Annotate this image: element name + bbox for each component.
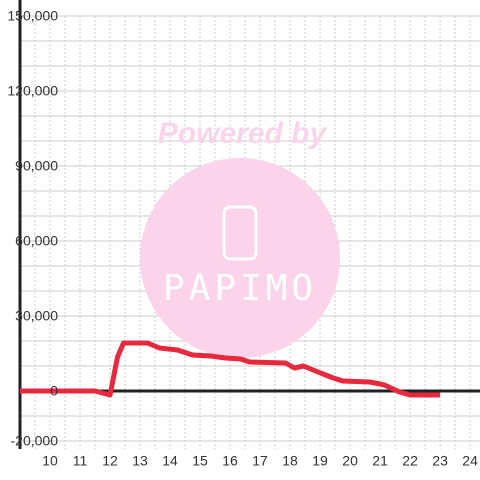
x-tick-label: 22 bbox=[402, 453, 418, 469]
watermark-brand: PAPIMO bbox=[163, 268, 317, 309]
x-tick-label: 10 bbox=[42, 453, 58, 469]
y-tick-label: 90,000 bbox=[15, 158, 58, 174]
x-tick-label: 20 bbox=[342, 453, 358, 469]
x-tick-label: 16 bbox=[222, 453, 238, 469]
x-tick-label: 13 bbox=[132, 453, 148, 469]
watermark-phone bbox=[222, 205, 258, 261]
x-tick-label: 23 bbox=[432, 453, 448, 469]
y-tick-label: -20,000 bbox=[11, 433, 59, 449]
x-tick-label: 21 bbox=[372, 453, 388, 469]
watermark-title: Powered by bbox=[158, 117, 328, 150]
y-tick-label: 120,000 bbox=[7, 83, 58, 99]
y-tick-label: 60,000 bbox=[15, 233, 58, 249]
x-tick-label: 17 bbox=[252, 453, 268, 469]
x-tick-label: 12 bbox=[102, 453, 118, 469]
y-tick-label: 30,000 bbox=[15, 308, 58, 324]
x-tick-label: 24 bbox=[462, 453, 478, 469]
data-line bbox=[20, 340, 441, 398]
x-tick-label: 19 bbox=[312, 453, 328, 469]
x-tick-label: 18 bbox=[282, 453, 298, 469]
watermark: Powered by PAPIMO bbox=[140, 117, 340, 358]
y-tick-label: 0 bbox=[50, 383, 58, 399]
x-tick-label: 14 bbox=[162, 453, 178, 469]
x-tick-label: 11 bbox=[73, 453, 88, 469]
x-tick-label: 15 bbox=[192, 453, 208, 469]
y-tick-label: 150,000 bbox=[7, 8, 58, 24]
